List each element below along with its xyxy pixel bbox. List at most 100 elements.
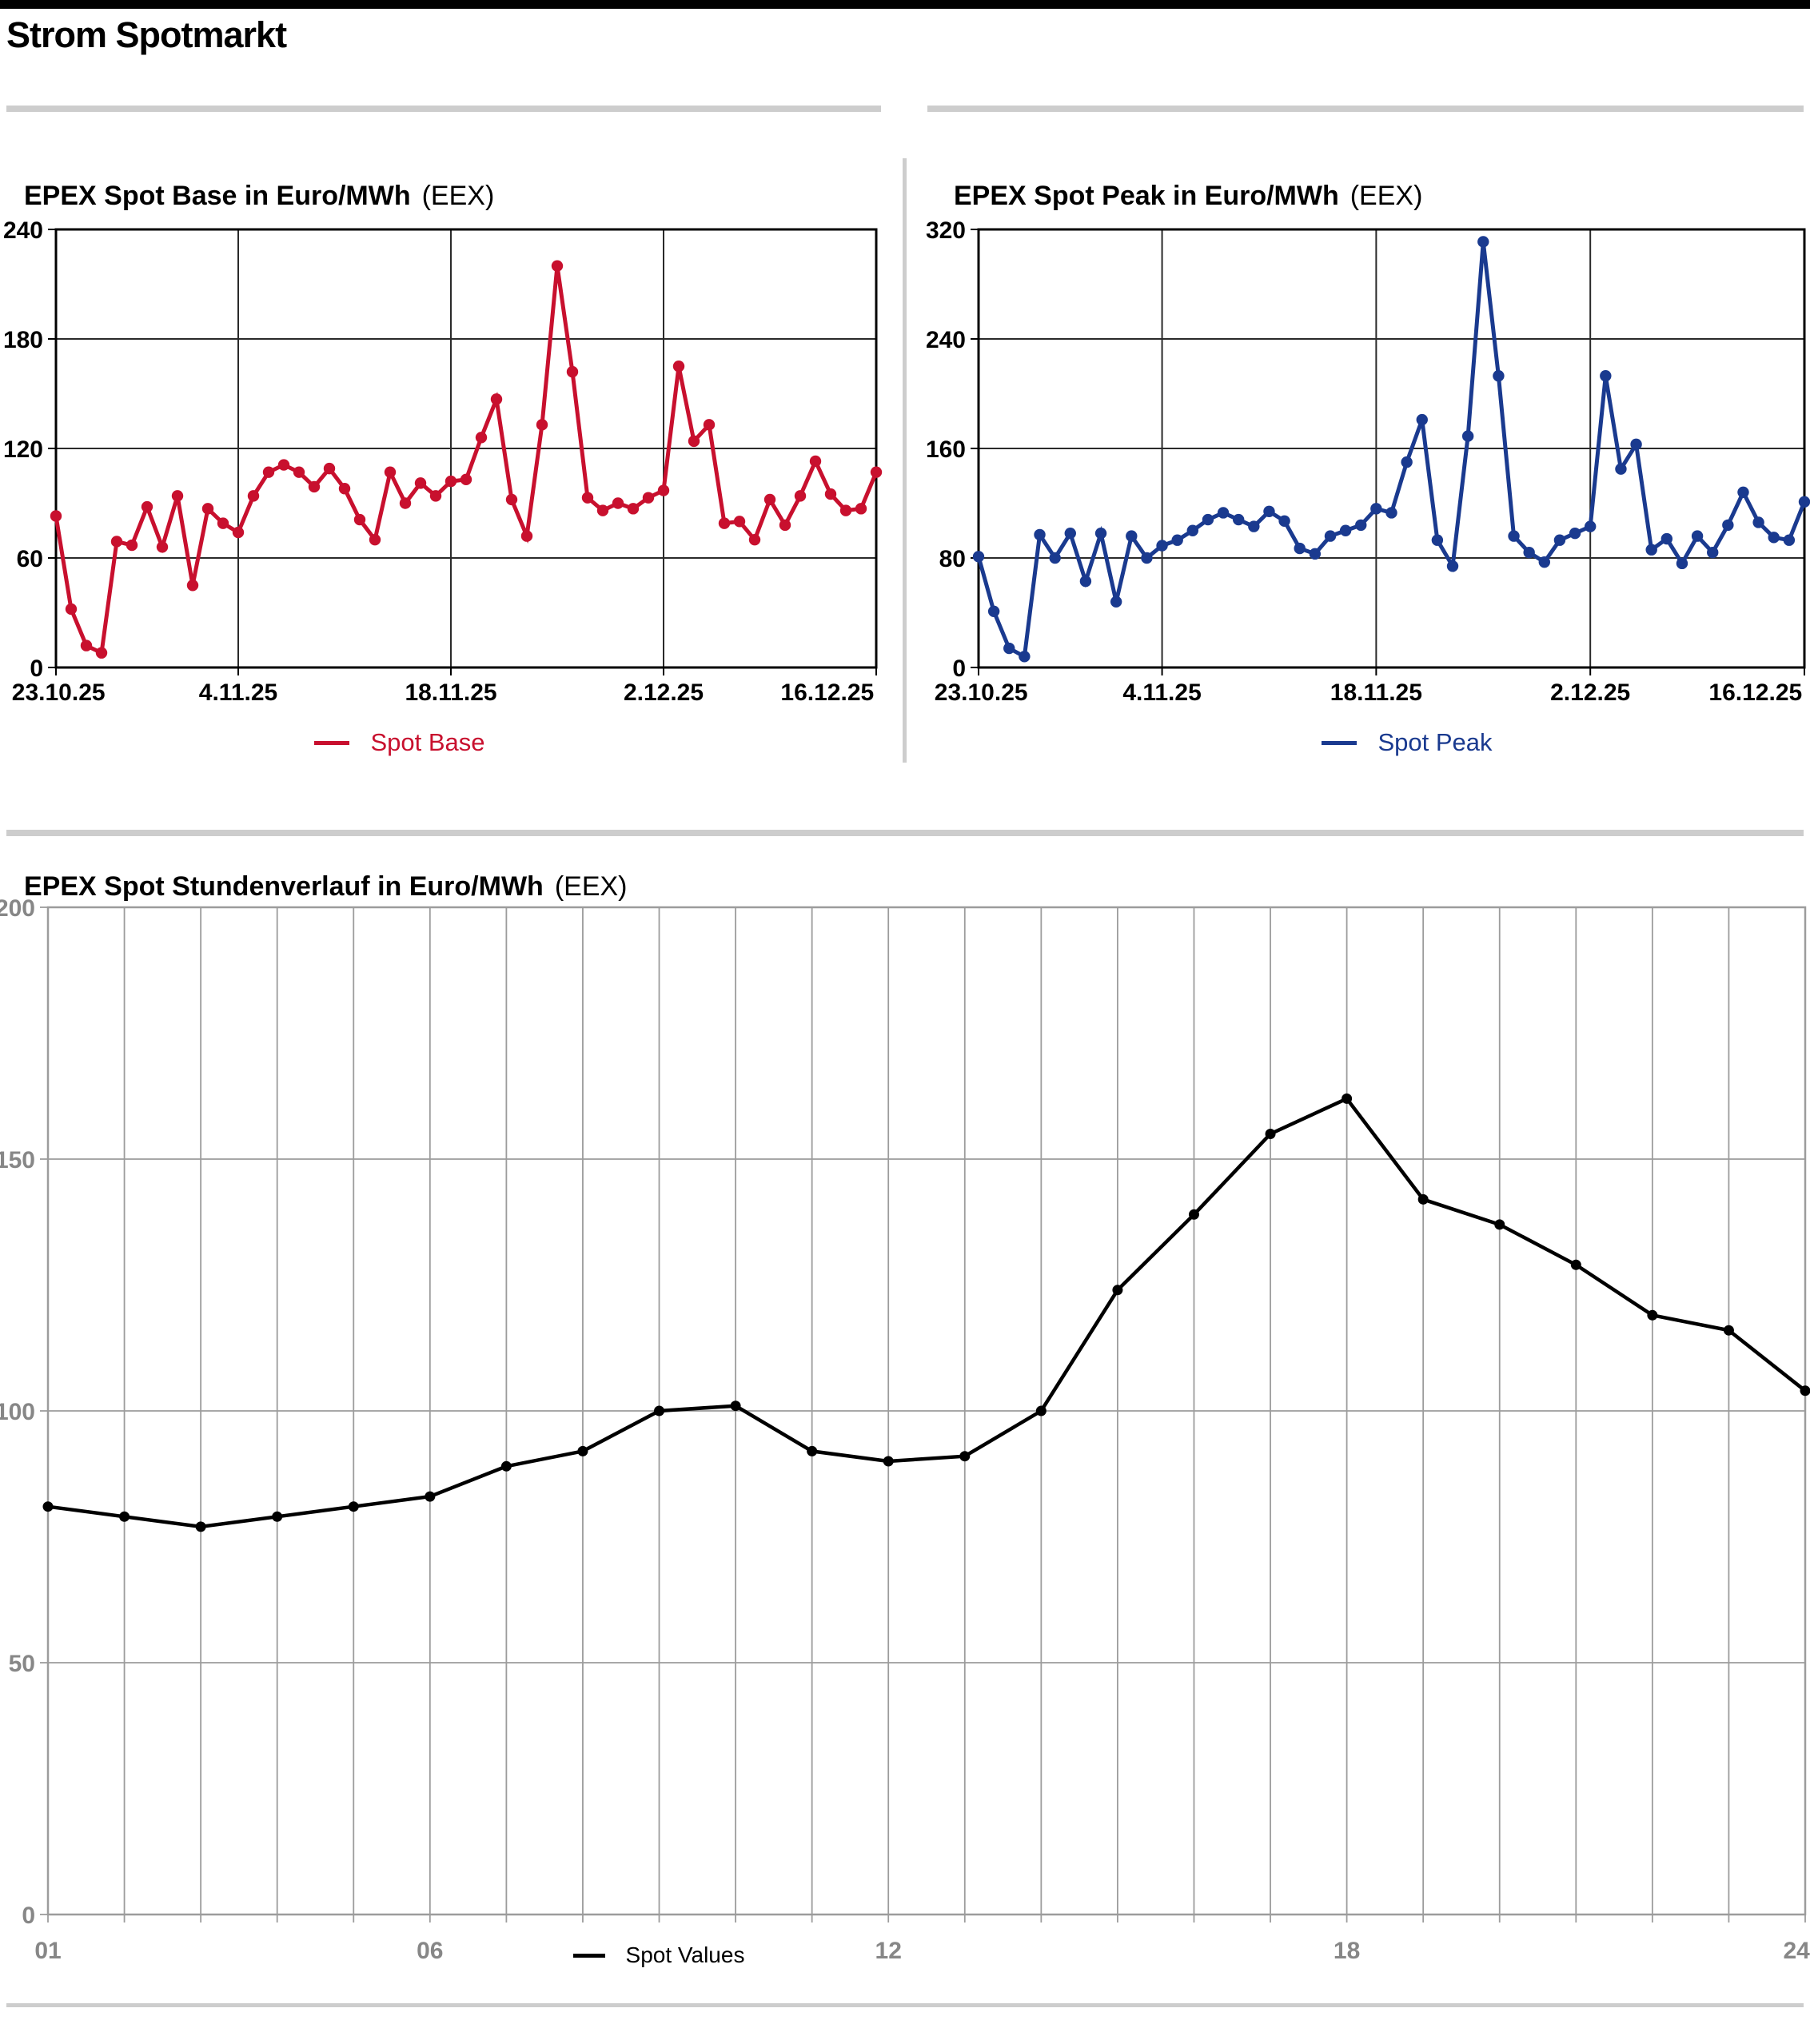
peak-data-point [1645,544,1657,556]
peak-data-point [1064,527,1076,540]
base-data-point [657,484,670,496]
peak-data-point [1707,546,1719,559]
hours-chart-title-text: EPEX Spot Stundenverlauf in Euro/MWh [24,871,544,902]
base-chart-title-text: EPEX Spot Base in Euro/MWh [24,181,411,211]
peak-data-point [1584,520,1597,532]
base-data-point [596,504,609,516]
peak-data-point [1339,524,1352,536]
hours-data-point [959,1451,971,1462]
hours-data-point [1035,1405,1047,1416]
base-chart-legend: Spot Base [0,727,799,758]
peak-data-point [1446,560,1459,572]
hours-y-tick-label: 150 [0,1147,35,1173]
hours-data-point [272,1511,283,1522]
peak-data-point [1278,515,1290,527]
hours-y-tick-label: 100 [0,1399,35,1425]
base-data-point [232,526,245,539]
page-title: Strom Spotmarkt [6,14,287,55]
hours-x-tick-label: 24 [1784,1938,1810,1962]
peak-data-point [1569,527,1581,540]
base-x-tick-label: 2.12.25 [624,679,704,706]
base-data-point [551,260,564,272]
peak-data-point [1110,596,1122,608]
base-data-point [763,493,776,506]
hours-y-tick-label: 0 [22,1903,35,1929]
peak-data-point [1722,519,1734,532]
base-data-point [460,473,472,486]
hours-series-line [47,1096,1807,1529]
base-data-point [505,493,518,506]
peak-data-point [1385,507,1397,519]
peak-data-point [972,551,985,563]
base-data-point [308,480,321,493]
hours-x-tick-label: 12 [875,1938,902,1962]
hours-data-point [577,1445,588,1456]
peak-data-point [1752,516,1764,528]
hours-data-point [348,1501,359,1512]
base-data-point [672,361,685,373]
peak-data-point [1019,651,1031,663]
hours-data-point [42,1501,54,1512]
divider-vertical [903,158,907,763]
hours-data-point [807,1445,818,1456]
base-data-point [536,419,548,431]
base-y-tick-label: 0 [30,655,43,682]
peak-data-point [1798,496,1810,508]
base-legend-label: Spot Base [370,728,485,756]
base-data-point [566,365,579,378]
base-data-point [384,466,397,478]
peak-x-tick-label: 4.11.25 [1122,679,1201,706]
peak-chart-plot: 23.10.25 4.11.25 18.11.25 2.12.25 16.12.25 0 8… [926,217,1810,706]
peak-y-tick-label: 240 [926,327,966,353]
base-data-point [323,462,336,475]
peak-y-tick-label: 80 [939,546,966,572]
hours-x-tick-label: 18 [1334,1938,1360,1962]
base-data-point [703,419,716,431]
base-data-point [201,503,214,515]
base-data-point [369,533,381,546]
base-data-point [399,497,412,509]
hours-y-tick-label: 200 [0,899,35,922]
peak-data-point [1355,519,1367,532]
base-x-tick-label: 16.12.25 [780,679,874,706]
base-data-point [126,539,138,552]
base-data-point [80,639,93,651]
peak-x-tick-label: 16.12.25 [1708,679,1802,706]
base-data-point [779,519,791,532]
peak-data-point [1737,486,1749,498]
base-data-point [794,490,807,502]
peak-y-tick-label: 320 [926,217,966,244]
base-data-point [445,475,457,488]
base-chart-title-suffix: (EEX) [421,181,495,211]
hours-chart-title-suffix: (EEX) [554,871,628,902]
base-data-point [429,490,442,502]
peak-data-point [1630,438,1642,451]
base-data-point [50,510,62,522]
base-data-point [855,503,867,515]
peak-chart-title-text: EPEX Spot Peak in Euro/MWh [954,181,1339,211]
hours-data-point [1494,1219,1505,1230]
base-data-point [277,459,290,471]
base-data-point [293,466,305,478]
peak-data-point [1309,548,1322,560]
peak-data-point [1324,530,1337,542]
peak-legend-dash-icon [1322,740,1358,745]
hours-data-point [195,1521,206,1532]
hours-data-point [1647,1309,1658,1321]
peak-data-point [1493,370,1505,382]
base-y-tick-label: 60 [17,546,43,572]
divider-top-left [6,106,881,112]
peak-data-point [1370,503,1382,515]
base-data-point [217,517,229,529]
peak-data-point [1691,530,1704,542]
peak-x-tick-label: 2.12.25 [1550,679,1630,706]
peak-chart-title-suffix: (EEX) [1350,181,1423,211]
peak-data-point [1248,520,1260,532]
peak-data-point [1676,557,1688,570]
hours-x-tick-label: 06 [417,1938,443,1962]
peak-data-point [1660,532,1673,545]
base-data-point [612,497,624,509]
peak-data-point [1783,534,1796,546]
base-data-point [475,432,488,444]
base-data-point [870,466,883,478]
